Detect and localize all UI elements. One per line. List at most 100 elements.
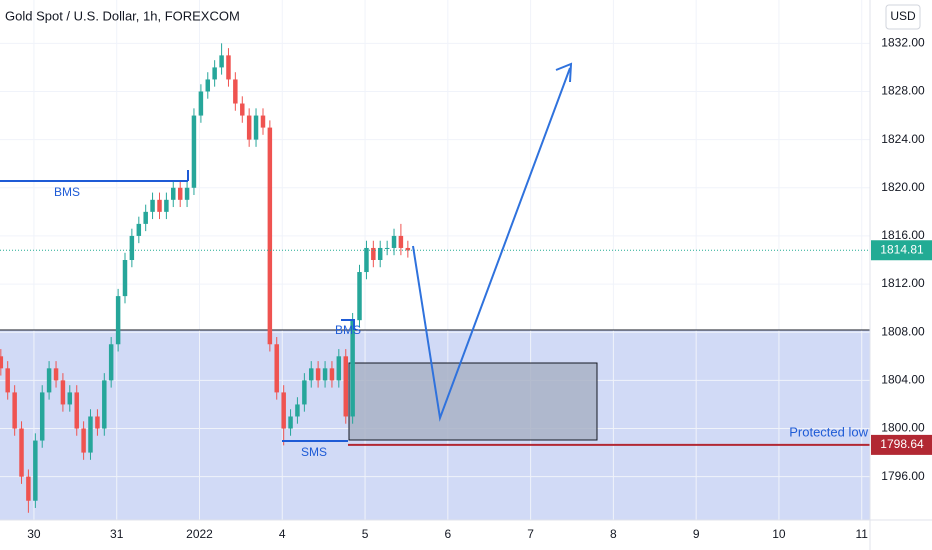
candle-body [102,380,107,429]
currency-button[interactable] [885,4,921,30]
candle-body [0,356,4,369]
chart-title: Gold Spot / U.S. Dollar, 1h, FOREXCOM [5,8,240,23]
x-tick-label: 4 [279,527,286,541]
protected-low-tag [871,434,932,455]
candle-body [136,223,142,236]
candle-body [46,368,52,393]
y-tick-label: 1824.00 [881,132,925,146]
annotation: BMS [335,323,361,337]
candle-body [371,247,376,260]
candle-body [108,344,114,381]
candle-body [122,260,128,297]
bms-line [341,319,355,330]
time-axis [0,520,870,550]
candle-body [329,368,335,381]
order-block [348,362,598,441]
candle-body [405,247,411,251]
candle-body [39,392,45,441]
candle-body [246,115,252,140]
y-tick-label: 1808.00 [881,324,925,338]
candle-body [233,79,238,104]
protected-low-text: Protected low [789,424,868,439]
candle-body [219,55,224,68]
candle-body [74,392,79,429]
y-tick-label: 1800.00 [881,421,925,435]
candle-body [336,356,342,381]
axes: 1796.00 1800.00 1804.00 1808.00 1812.00 1816.… [27,36,932,541]
annotation: SMS [301,445,327,459]
candle-body [343,356,349,417]
y-tick-label: 1796.00 [881,469,925,483]
candle-body [143,211,148,224]
y-tick-label: 1828.00 [881,84,925,98]
candle-body [171,187,176,200]
candle-body [350,320,355,417]
y-tick-label: 1812.00 [881,276,925,290]
candle-body [164,199,169,212]
candle-body [267,127,273,345]
candle-body [88,416,93,453]
x-tick-label: 31 [110,527,124,541]
candle-body [205,79,211,92]
candle-body [398,235,404,248]
overlay: Protected low [0,249,870,446]
annotation: BMS [54,185,80,199]
x-tick-label: 5 [362,527,369,541]
candle-body [260,115,266,128]
candle-body [60,380,66,405]
candle-body [226,55,231,80]
price-axis [870,0,932,550]
candle-body [288,416,293,429]
candle-body [384,247,390,249]
x-tick-label: 11 [855,527,868,541]
x-tick-label: 30 [27,527,41,541]
candle-body [129,235,135,260]
currency: USD [890,9,916,23]
candle-body [391,235,397,248]
candle-body [157,199,162,212]
candle-body [357,272,362,321]
candle-body [240,103,245,116]
candle-body [150,199,155,212]
last-price-label: 1814.81 [880,242,924,256]
x-tick-label: 8 [610,527,617,541]
projection-arrow [412,67,571,422]
candle-body [212,67,217,80]
candle-body [177,187,183,200]
candle-body [26,476,31,501]
y-tick-label: 1804.00 [881,373,925,387]
candle-body [67,392,73,405]
x-tick-label: 10 [772,527,786,541]
candle-body [115,296,121,345]
last-price-tag [871,240,932,261]
candle-body [5,368,10,393]
arrow-head [555,62,573,83]
candle-body [364,247,369,273]
candle-body [377,247,383,260]
y-tick-label: 1816.00 [881,228,925,242]
candle-body [53,368,59,381]
candle-body [315,368,321,381]
candle-body [274,344,279,393]
candle-body [322,368,328,381]
candle-body [198,91,204,116]
candle-body [309,368,314,381]
candle-body [33,440,38,501]
candle-body [302,380,307,405]
protected-low-label: 1798.64 [880,437,924,451]
candle-body [295,404,300,417]
x-tick-label: 9 [693,527,700,541]
candle-body [281,392,286,429]
x-tick-label: 6 [444,527,451,541]
x-tick-label: 7 [527,527,534,541]
candles [0,43,411,513]
y-tick-label: 1832.00 [881,36,925,50]
x-tick-label: 2022 [186,527,213,541]
candle-body [95,416,100,429]
candle-body [191,115,197,188]
candle-body [253,115,259,140]
candle-body [12,392,17,429]
candle-body [184,187,190,200]
